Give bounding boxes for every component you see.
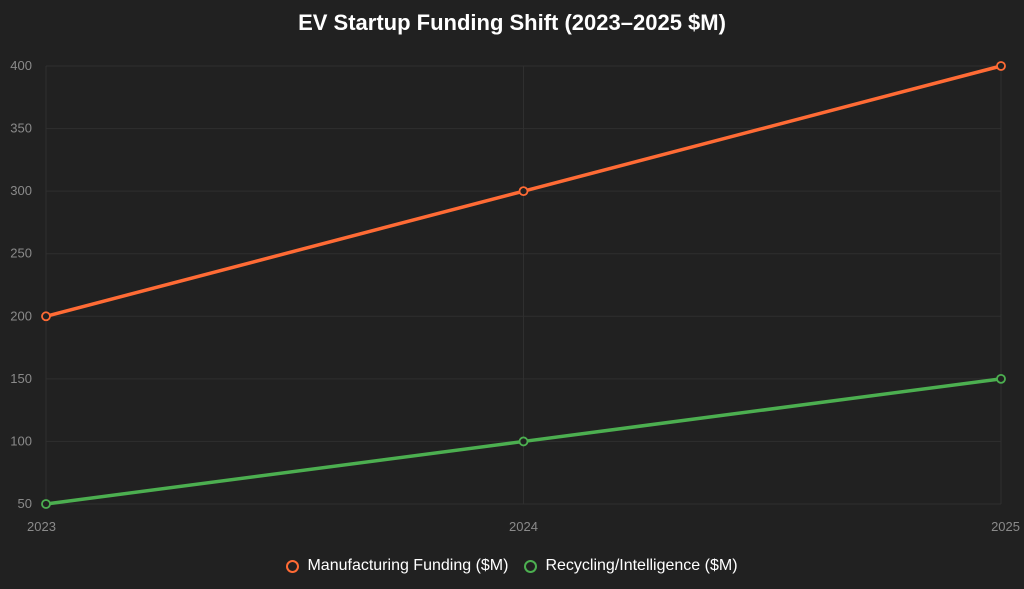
legend-label-recycling: Recycling/Intelligence ($M)	[545, 557, 738, 574]
series-lines	[41, 61, 1006, 509]
y-tick-label: 350	[10, 121, 32, 136]
y-tick-label: 300	[10, 183, 32, 198]
data-point[interactable]	[996, 61, 1006, 71]
data-point[interactable]	[41, 311, 51, 322]
data-point[interactable]	[518, 186, 529, 197]
y-tick-label: 250	[10, 246, 32, 261]
chart-title: EV Startup Funding Shift (2023–2025 $M)	[298, 10, 726, 35]
data-point[interactable]	[41, 499, 51, 509]
data-point[interactable]	[518, 436, 529, 447]
x-tick-label: 2023	[27, 519, 56, 534]
y-axis-ticks: 50 100 150 200 250 300 350 400	[10, 58, 32, 511]
y-tick-label: 50	[18, 496, 32, 511]
legend-swatch-manufacturing	[286, 559, 300, 573]
legend-swatch-recycling	[524, 559, 538, 573]
x-tick-label: 2025	[991, 519, 1020, 534]
y-tick-label: 400	[10, 58, 32, 73]
x-tick-label: 2024	[509, 519, 538, 534]
legend-item-recycling[interactable]: Recycling/Intelligence ($M)	[524, 557, 738, 575]
data-point[interactable]	[996, 373, 1006, 384]
x-axis-ticks: 2023 2024 2025	[27, 519, 1020, 534]
legend: Manufacturing Funding ($M) Recycling/Int…	[0, 553, 1024, 579]
legend-item-manufacturing[interactable]: Manufacturing Funding ($M)	[286, 557, 508, 575]
y-tick-label: 200	[10, 308, 32, 323]
y-tick-label: 100	[10, 433, 32, 448]
legend-label-manufacturing: Manufacturing Funding ($M)	[307, 557, 509, 574]
y-tick-label: 150	[10, 371, 32, 386]
